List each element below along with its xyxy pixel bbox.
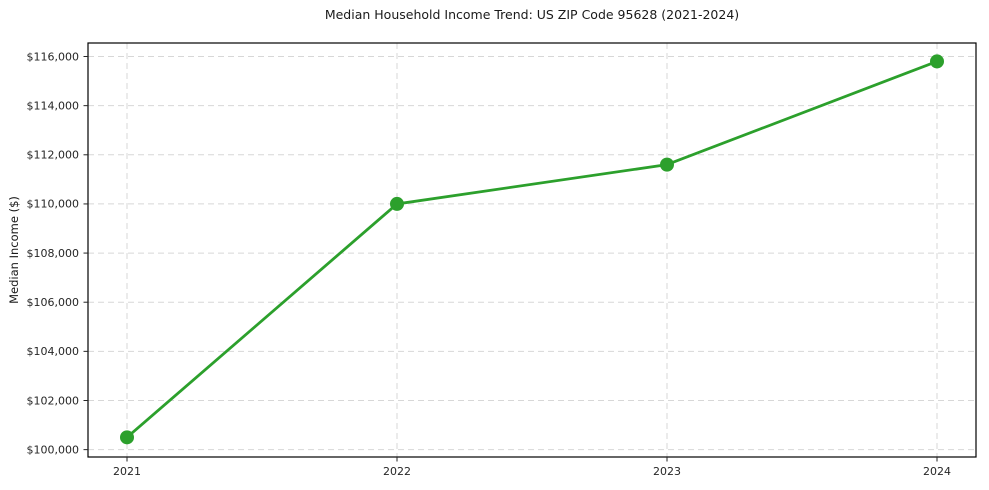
y-tick-label: $104,000 <box>27 345 80 358</box>
y-tick-label: $100,000 <box>27 443 80 456</box>
y-tick-label: $108,000 <box>27 247 80 260</box>
data-point-marker <box>120 430 134 445</box>
x-tick-label: 2022 <box>383 465 411 478</box>
data-point-marker <box>930 54 944 69</box>
y-tick-label: $116,000 <box>27 50 80 63</box>
y-tick-label: $102,000 <box>27 394 80 407</box>
y-tick-label: $112,000 <box>27 149 80 162</box>
data-point-marker <box>390 196 404 211</box>
plot-border <box>87 42 977 458</box>
y-tick-label: $110,000 <box>27 198 80 211</box>
x-tick-label: 2024 <box>923 465 951 478</box>
y-tick-label: $106,000 <box>27 296 80 309</box>
x-tick-label: 2021 <box>113 465 141 478</box>
x-tick-label: 2023 <box>653 465 681 478</box>
chart-title: Median Household Income Trend: US ZIP Co… <box>324 7 740 22</box>
y-tick-label: $114,000 <box>27 99 80 112</box>
series-line <box>125 60 939 439</box>
data-point-marker <box>660 157 674 172</box>
